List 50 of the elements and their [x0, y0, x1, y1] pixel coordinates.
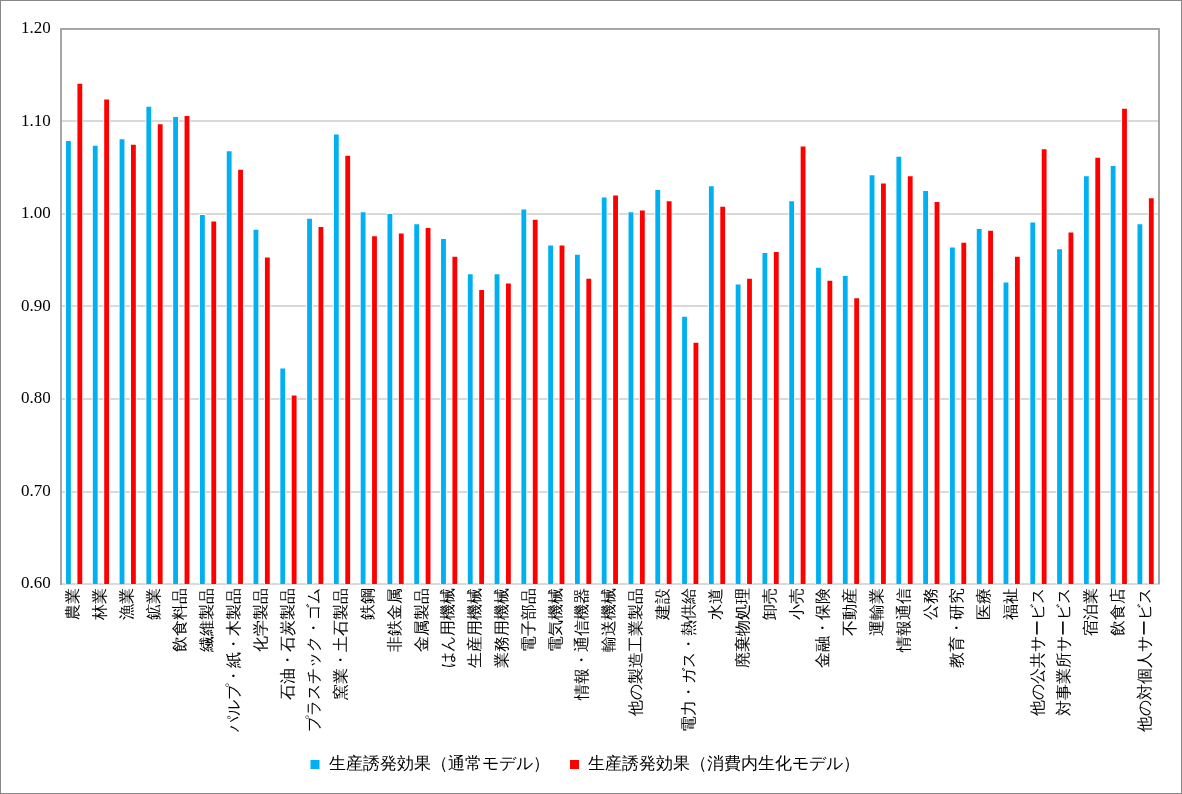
y-tick-label: 0.80 [21, 388, 51, 408]
x-tick-label: 水道 [707, 588, 725, 620]
x-tick-label: 繊維製品 [198, 588, 216, 653]
legend-label: 生産誘発効果（通常モデル） [328, 753, 550, 773]
x-tick-label: 非鉄金属 [385, 588, 403, 652]
x-tick-label: 福祉 [1001, 588, 1019, 620]
x-tick-label: パルプ・紙・木製品 [225, 588, 243, 733]
x-tick-label: 石油・石炭製品 [278, 588, 296, 700]
x-tick-label: 廃棄物処理 [734, 588, 752, 668]
x-tick-label: 鉄鋼 [359, 588, 376, 620]
x-tick-label: 金融・保険 [814, 588, 832, 668]
x-tick-label: 生産用機械 [466, 588, 484, 668]
x-tick-label: 電子部品 [519, 588, 537, 652]
x-tick-label: 漁業 [117, 588, 135, 620]
x-tick-label: 建設 [653, 588, 671, 621]
legend-label: 生産誘発効果（消費内生化モデル） [588, 753, 860, 773]
x-tick-label: 他の公共サービス [1028, 588, 1046, 716]
y-tick-label: 1.20 [21, 18, 51, 38]
x-tick-label: 不動産 [841, 588, 859, 636]
x-tick-label: 卸売 [760, 588, 778, 620]
x-tick-label: 窯業・土石製品 [332, 588, 350, 700]
y-tick-label: 0.90 [21, 295, 51, 315]
x-tick-label: 飲食料品 [171, 588, 189, 652]
x-tick-label: 林業 [91, 588, 109, 621]
x-tick-label: 輸送機械 [600, 588, 618, 652]
x-tick-label: 電力・ガス・熱供給 [680, 588, 698, 732]
x-tick-label: 情報・通信機器 [573, 588, 591, 701]
x-tick-label: 医療 [975, 588, 993, 620]
x-tick-label: 飲食店 [1109, 588, 1127, 636]
x-tick-label: 金属製品 [412, 588, 430, 652]
x-tick-label: 情報通信 [894, 588, 912, 653]
x-tick-label: 化学製品 [251, 588, 269, 652]
x-tick-label: 宿泊業 [1082, 588, 1100, 636]
y-tick-label: 1.00 [21, 203, 51, 223]
x-tick-label: 業務用機械 [492, 588, 510, 668]
y-tick-label: 0.70 [21, 480, 51, 500]
x-tick-label: 運輸業 [867, 588, 885, 636]
y-tick-label: 1.10 [21, 110, 51, 130]
x-tick-label: 公務 [921, 588, 939, 620]
x-tick-label: プラスチック・ゴム [305, 588, 323, 732]
x-tick-label: 教育・研究 [948, 588, 966, 668]
x-tick-label: 他の製造工業製品 [626, 588, 644, 716]
y-tick-label: 0.60 [21, 573, 51, 593]
x-tick-label: 対事業所サービス [1055, 588, 1073, 716]
x-tick-label: 電気機械 [546, 588, 564, 652]
x-tick-label: 農業 [64, 588, 82, 620]
x-tick-label: 鉱業 [144, 588, 162, 620]
x-tick-label: はん用機械 [439, 588, 457, 668]
x-tick-label: 小売 [787, 588, 805, 620]
x-tick-label: 他の対個人サービス [1135, 588, 1153, 732]
